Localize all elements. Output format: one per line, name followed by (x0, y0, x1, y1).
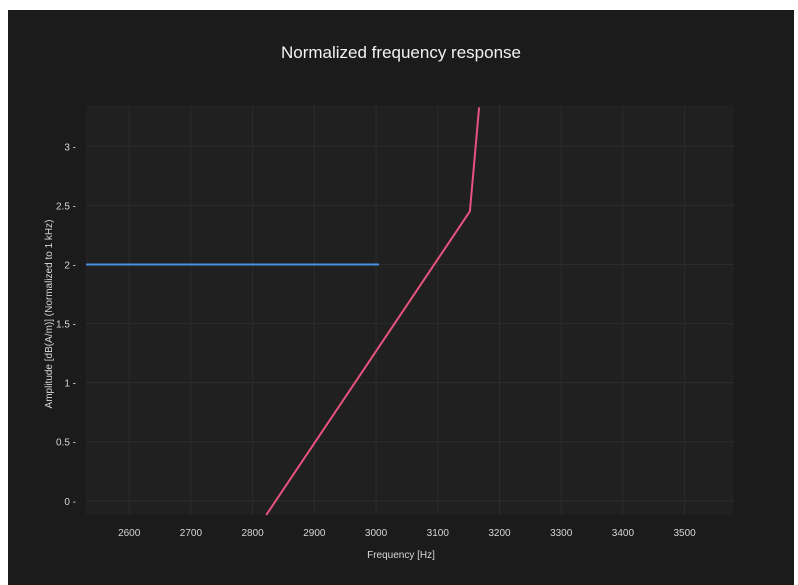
x-tick-label: 3000 (365, 528, 388, 539)
x-tick-label: 3200 (488, 528, 511, 539)
y-tick-label: 2.5 - (56, 201, 76, 212)
x-tick-label: 3500 (674, 528, 697, 539)
grid (86, 105, 734, 515)
y-axis-label: Amplitude [dB(A/m)] (Normalized to 1 kHz… (44, 220, 55, 409)
x-tick-label: 2900 (303, 528, 326, 539)
x-tick-label: 3400 (612, 528, 635, 539)
x-tick-label: 3300 (550, 528, 573, 539)
plot-area (86, 105, 734, 515)
x-axis-label: Frequency [Hz] (367, 550, 435, 561)
y-tick-label: 0.5 - (56, 438, 76, 449)
y-tick-label: 1 - (64, 379, 76, 390)
x-tick-label: 3100 (427, 528, 450, 539)
y-tick-label: 3 - (64, 142, 76, 153)
x-tick-label: 2600 (118, 528, 141, 539)
chart-title: Normalized frequency response (281, 43, 521, 62)
y-tick-label: 2 - (64, 261, 76, 272)
chart-frame: 2600 2700 2800 2900 3000 3100 3200 3300 3400 3500… (8, 10, 794, 585)
tick-labels: 2600 2700 2800 2900 3000 3100 3200 3300 3400 3500… (56, 142, 696, 539)
x-tick-label: 2700 (180, 528, 203, 539)
y-tick-label: 0 - (64, 497, 76, 508)
x-tick-label: 2800 (242, 528, 265, 539)
frequency-response-chart: 2600 2700 2800 2900 3000 3100 3200 3300 3400 3500… (44, 43, 734, 561)
y-tick-label: 1.5 - (56, 320, 76, 331)
series-line-2 (265, 107, 481, 516)
series-layer (86, 107, 481, 516)
